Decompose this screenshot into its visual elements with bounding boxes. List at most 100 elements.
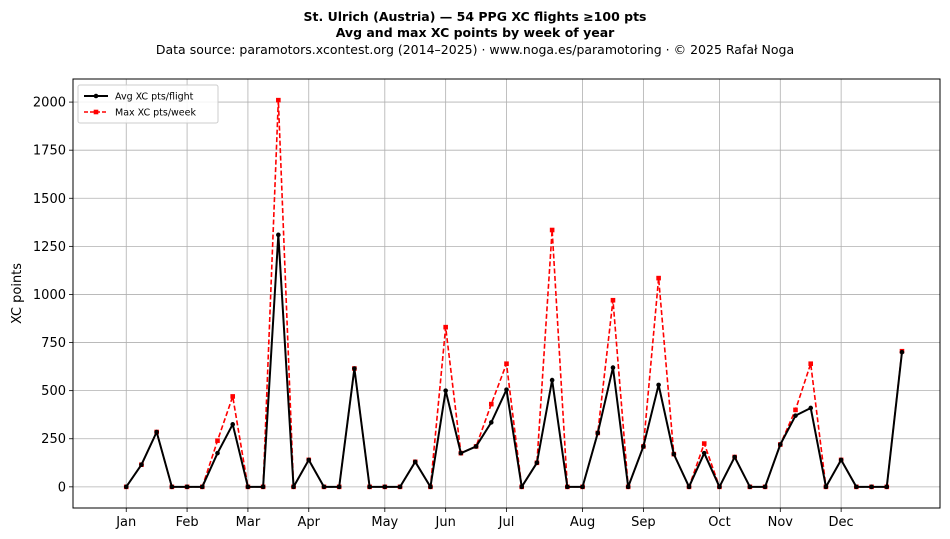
data-point-avg [488, 420, 494, 425]
y-tick-label: 2000 [33, 96, 66, 111]
x-axis: Jan Feb Mar Apr May Jun Jul Aug Sep Oct Nov Dec [115, 508, 854, 530]
data-point-avg [534, 460, 540, 466]
data-point-max [610, 297, 616, 303]
x-tick-label: Sep [631, 515, 656, 530]
data-point-avg [625, 484, 631, 490]
data-point-avg [336, 484, 342, 490]
x-tick-label: May [371, 515, 398, 530]
data-point-max [793, 407, 798, 413]
x-tick-label: Jul [498, 515, 515, 530]
data-point-avg [549, 377, 555, 383]
data-point-max [701, 441, 707, 446]
data-point-avg [184, 484, 190, 490]
data-point-avg [245, 484, 251, 490]
data-point-avg [443, 388, 448, 393]
data-point-avg [352, 366, 357, 371]
data-point-max [230, 394, 236, 399]
x-tick-label: Dec [829, 515, 854, 530]
x-tick-label: Aug [570, 515, 595, 530]
data-point-avg [321, 484, 327, 490]
x-tick-label: Jan [115, 515, 136, 530]
data-point-avg [641, 444, 646, 449]
data-point-avg [412, 459, 418, 465]
y-tick-label: 1000 [33, 288, 66, 303]
data-point-avg [306, 457, 312, 463]
data-point-avg [382, 484, 388, 490]
data-point-avg [458, 450, 464, 456]
x-tick-label: Feb [176, 515, 199, 530]
data-point-avg [838, 457, 844, 463]
data-point-avg [215, 450, 220, 456]
data-point-avg [686, 484, 692, 490]
x-tick-label: Oct [708, 515, 730, 530]
y-tick-label: 250 [41, 432, 66, 447]
data-point-avg [199, 484, 205, 490]
data-point-avg [777, 442, 783, 447]
data-point-avg [595, 430, 601, 436]
chart-source-note: Data source: paramotors.xcontest.org (20… [155, 42, 795, 57]
y-tick-label: 500 [41, 384, 66, 399]
data-point-max [656, 275, 661, 281]
data-point-avg [869, 484, 874, 490]
data-point-avg [276, 232, 281, 238]
legend-max-marker [93, 109, 99, 115]
data-point-max [549, 227, 555, 233]
legend-max-label: Max XC pts/week [115, 108, 196, 119]
data-point-avg [884, 484, 890, 490]
chart-title: St. Ulrich (Austria) — 54 PPG XC flights… [303, 9, 647, 24]
data-point-max [276, 97, 281, 103]
data-point-avg [656, 382, 661, 388]
data-point-max [808, 361, 814, 367]
y-axis: 0 250 500 750 1000 1250 1500 1750 2000 [33, 96, 73, 495]
data-point-avg [701, 450, 707, 456]
y-tick-label: 1750 [33, 144, 66, 159]
data-point-avg [504, 387, 509, 392]
series-line-max [125, 99, 903, 488]
data-point-avg [610, 365, 616, 370]
legend: Avg XC pts/flight Max XC pts/week [77, 84, 219, 124]
data-point-avg [428, 484, 433, 490]
y-tick-label: 750 [41, 336, 66, 351]
y-tick-label: 1500 [33, 192, 66, 207]
data-point-avg [732, 454, 737, 460]
data-point-avg [747, 484, 753, 490]
data-point-avg [473, 444, 479, 449]
data-point-avg [154, 429, 159, 435]
data-point-avg [565, 484, 570, 490]
data-point-avg [519, 484, 525, 490]
data-point-max [215, 438, 220, 443]
grid-lines [73, 79, 940, 508]
data-point-avg [580, 484, 585, 490]
data-point-avg [169, 484, 175, 490]
y-axis-label: XC points [10, 263, 25, 324]
y-tick-label: 0 [58, 480, 66, 495]
x-tick-label: Jun [435, 515, 456, 530]
data-point-max [504, 361, 509, 367]
data-point-max [443, 324, 448, 330]
data-point-avg [397, 484, 403, 490]
x-tick-label: Mar [236, 515, 261, 530]
data-point-avg [139, 462, 144, 468]
data-point-avg [260, 484, 266, 490]
legend-box [77, 84, 219, 124]
chart-subtitle: Avg and max XC points by week of year [335, 25, 615, 40]
x-tick-label: Nov [768, 515, 794, 530]
data-point-avg [793, 413, 798, 418]
data-point-avg [899, 349, 905, 355]
data-point-avg [291, 484, 296, 490]
data-point-avg [717, 484, 722, 490]
series-line-avg [125, 233, 903, 488]
legend-avg-label: Avg XC pts/flight [115, 92, 194, 103]
data-point-avg [854, 484, 859, 490]
data-point-avg [762, 484, 768, 490]
y-tick-label: 1250 [33, 240, 66, 255]
data-point-avg [671, 451, 677, 457]
series-layer [123, 97, 905, 490]
data-point-avg [823, 484, 829, 490]
data-point-avg [367, 484, 372, 490]
data-point-avg [230, 422, 236, 427]
data-point-max [488, 401, 494, 407]
data-point-avg [123, 484, 129, 490]
data-point-avg [808, 405, 814, 411]
